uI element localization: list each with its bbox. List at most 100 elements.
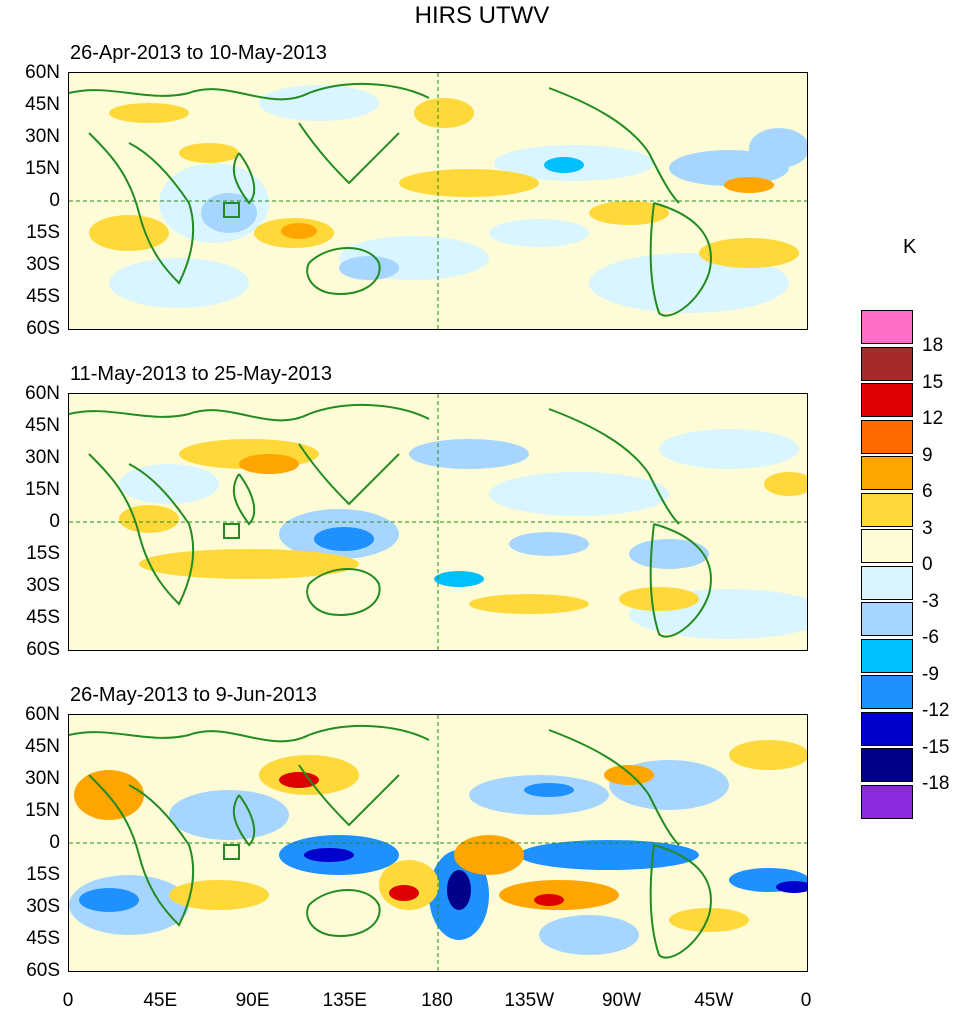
anomaly-neg-region <box>169 790 289 840</box>
colorbar-swatch <box>861 565 913 600</box>
lat-label: 15S <box>26 543 60 564</box>
anomaly-pos-region <box>109 103 189 123</box>
colorbar-swatch <box>861 383 913 417</box>
lat-label: 0 <box>49 190 60 211</box>
anomaly-neg-region <box>539 915 639 955</box>
lat-label: 15N <box>25 479 60 500</box>
anomaly-pos-region <box>239 454 299 474</box>
colorbar-label: 12 <box>922 408 944 429</box>
map-panel-3 <box>68 714 808 972</box>
anomaly-pos-region <box>454 835 524 875</box>
anomaly-pos-region <box>389 885 419 901</box>
anomaly-neg-region <box>201 193 257 233</box>
anomaly-neg-region <box>589 253 789 313</box>
lat-label: 30S <box>26 575 60 596</box>
lat-label: 30N <box>25 768 60 789</box>
anomaly-neg-region <box>409 439 529 469</box>
lon-label: 45E <box>143 990 178 1011</box>
panel-3-title: 26-May-2013 to 9-Jun-2013 <box>70 684 317 706</box>
colorbar-label: -12 <box>922 700 950 721</box>
colorbar-swatch <box>861 310 913 344</box>
anomaly-neg-region <box>434 571 484 587</box>
anomaly-neg-region <box>544 157 584 173</box>
anomaly-pos-region <box>89 215 169 251</box>
lat-label: 15S <box>26 222 60 243</box>
lat-label: 30S <box>26 254 60 275</box>
colorbar-label: -3 <box>922 590 939 612</box>
colorbar-label: -9 <box>922 663 939 685</box>
colorbar-swatch <box>861 529 913 563</box>
anomaly-pos-region <box>469 594 589 614</box>
lat-label: 60N <box>25 62 60 83</box>
lon-label: 90E <box>235 990 270 1011</box>
anomaly-neg-region <box>509 532 589 556</box>
lat-label: 30N <box>25 447 60 468</box>
anomaly-pos-region <box>589 201 669 225</box>
anomaly-pos-region <box>414 98 474 128</box>
anomaly-pos-region <box>729 740 807 770</box>
lat-label: 45S <box>26 928 60 949</box>
lon-label: 135W <box>504 990 555 1011</box>
colorbar-swatch <box>861 675 913 709</box>
map-panel-1 <box>68 72 808 330</box>
lat-label: 30N <box>25 126 60 147</box>
anomaly-neg-region <box>524 783 574 797</box>
anomaly-neg-region <box>629 539 709 569</box>
colorbar-swatch <box>861 784 913 819</box>
anomaly-neg-region <box>776 881 807 893</box>
colorbar-label: 9 <box>922 444 933 466</box>
coastlines <box>69 724 712 959</box>
lat-label: 0 <box>49 832 60 853</box>
panel-2-title: 11-May-2013 to 25-May-2013 <box>70 363 332 385</box>
colorbar-label: 6 <box>922 481 933 502</box>
anomaly-neg-region <box>519 840 699 870</box>
lat-label: 60S <box>26 960 60 981</box>
anomaly-pos-region <box>499 880 619 910</box>
colorbar-label: 15 <box>922 371 944 393</box>
anomaly-pos-region <box>379 860 439 910</box>
lat-label: 45N <box>25 736 60 757</box>
anomaly-neg-region <box>447 870 471 910</box>
anomaly-pos-region <box>724 177 774 193</box>
lon-label: 135E <box>322 990 367 1011</box>
lat-label: 60S <box>26 318 60 339</box>
colorbar-swatch <box>861 602 913 636</box>
anomaly-pos-region <box>699 238 799 268</box>
lat-label: 15S <box>26 864 60 885</box>
panel-3-field <box>69 715 807 971</box>
anomaly-neg-region <box>259 85 379 121</box>
anomaly-neg-region <box>79 888 139 912</box>
anomaly-pos-region <box>534 894 564 906</box>
colorbar-swatch <box>861 748 913 782</box>
anomaly-neg-region <box>339 256 399 280</box>
lat-label: 60N <box>25 704 60 725</box>
colorbar-swatch <box>861 346 913 381</box>
lat-label: 45N <box>25 415 60 436</box>
anomaly-neg-region <box>489 219 589 247</box>
anomaly-pos-region <box>169 880 269 910</box>
anomaly-neg-region <box>304 848 354 862</box>
colorbar-label: -15 <box>922 736 950 758</box>
colorbar-swatch <box>861 456 913 490</box>
lon-label: 45W <box>694 990 734 1011</box>
lat-label: 60S <box>26 639 60 660</box>
lat-label: 30S <box>26 896 60 917</box>
anomaly-pos-region <box>619 587 699 611</box>
colorbar-label: 18 <box>922 335 944 356</box>
anomaly-pos-region <box>179 143 239 163</box>
anomaly-neg-region <box>749 128 807 168</box>
lat-label: 45N <box>25 94 60 115</box>
anomaly-pos-region <box>764 472 807 496</box>
panel-2-field <box>69 394 807 650</box>
colorbar-swatch <box>861 419 913 454</box>
anomaly-neg-region <box>659 429 799 469</box>
colorbar-label: 0 <box>922 554 933 575</box>
colorbar-unit: K <box>903 236 917 258</box>
lat-label: 15N <box>25 158 60 179</box>
anomaly-pos-region <box>399 169 539 197</box>
colorbar-swatch <box>861 638 913 673</box>
anomaly-pos-region <box>604 765 654 785</box>
coastlines <box>69 82 712 317</box>
lat-label: 15N <box>25 800 60 821</box>
colorbar-swatch <box>861 492 913 527</box>
